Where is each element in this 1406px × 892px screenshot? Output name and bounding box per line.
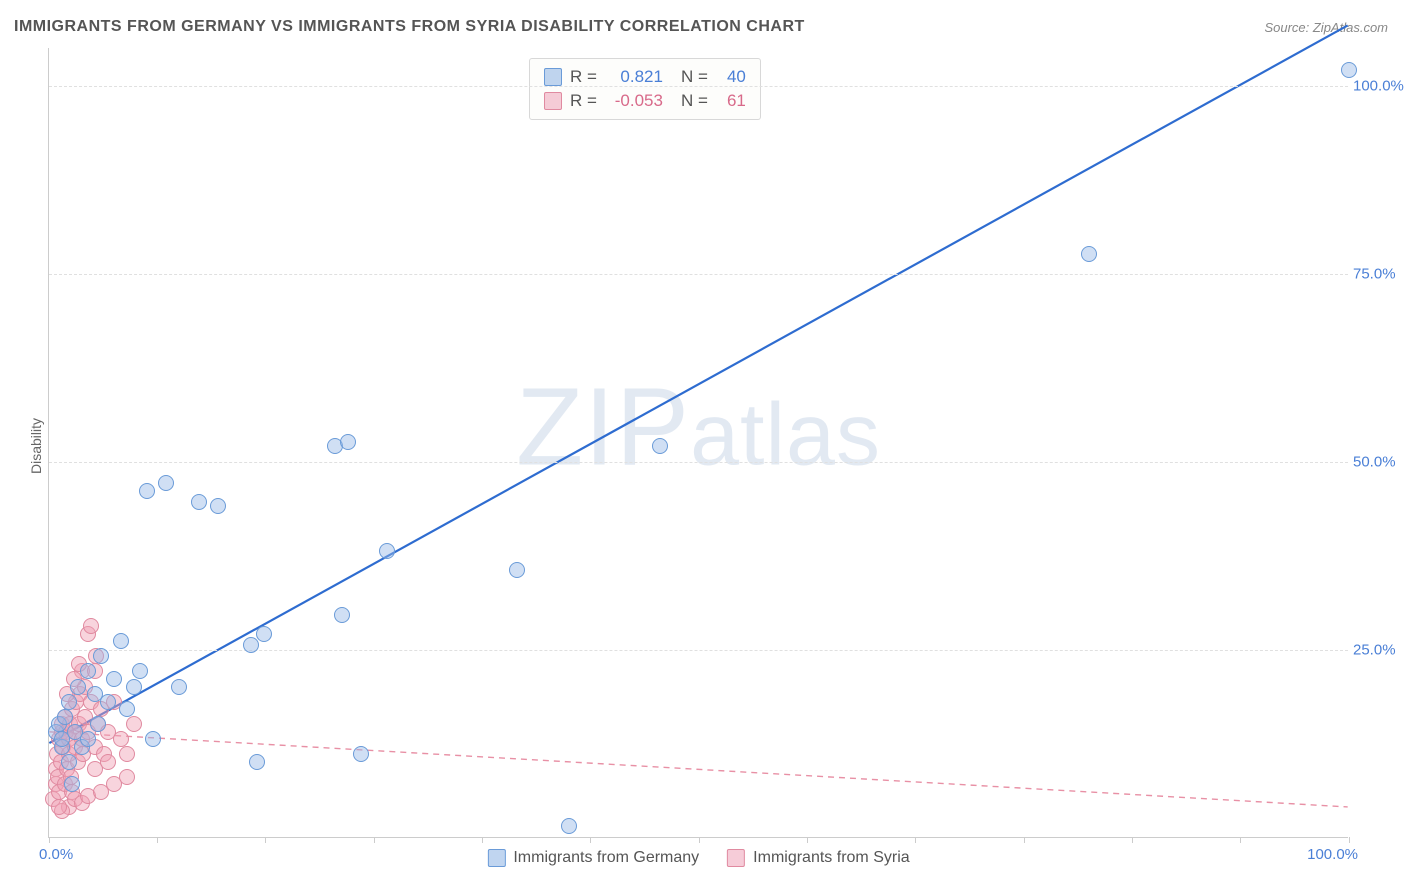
x-tick <box>915 837 916 843</box>
data-point <box>126 679 142 695</box>
data-point <box>379 543 395 559</box>
data-point <box>652 438 668 454</box>
x-tick <box>590 837 591 843</box>
data-point <box>210 498 226 514</box>
y-tick-label: 75.0% <box>1353 265 1406 282</box>
chart-title: IMMIGRANTS FROM GERMANY VS IMMIGRANTS FR… <box>14 18 805 36</box>
x-tick <box>807 837 808 843</box>
data-point <box>93 648 109 664</box>
data-point <box>113 633 129 649</box>
gridline <box>49 86 1348 87</box>
data-point <box>249 754 265 770</box>
gridline <box>49 462 1348 463</box>
stats-legend: R =0.821N =40R =-0.053N =61 <box>529 58 761 120</box>
data-point <box>64 776 80 792</box>
y-tick-label: 50.0% <box>1353 453 1406 470</box>
legend-n-value: 61 <box>716 89 746 113</box>
data-point <box>1081 246 1097 262</box>
legend-r-label: R = <box>570 89 597 113</box>
legend-swatch-icon <box>727 849 745 867</box>
legend-swatch-icon <box>544 68 562 86</box>
series-legend-label: Immigrants from Syria <box>753 849 909 867</box>
plot-area: ZIPatlas R =0.821N =40R =-0.053N =61 Imm… <box>48 48 1348 838</box>
x-tick <box>265 837 266 843</box>
data-point <box>158 475 174 491</box>
data-point <box>509 562 525 578</box>
x-tick <box>699 837 700 843</box>
data-point <box>256 626 272 642</box>
series-legend-label: Immigrants from Germany <box>513 849 699 867</box>
data-point <box>340 434 356 450</box>
data-point <box>80 731 96 747</box>
data-point <box>51 799 67 815</box>
series-legend: Immigrants from Germany Immigrants from S… <box>487 849 909 867</box>
data-point <box>70 679 86 695</box>
data-point <box>1341 62 1357 78</box>
data-point <box>139 483 155 499</box>
x-tick <box>1132 837 1133 843</box>
data-point <box>100 694 116 710</box>
x-tick <box>49 837 50 843</box>
data-point <box>83 618 99 634</box>
gridline <box>49 274 1348 275</box>
data-point <box>171 679 187 695</box>
x-tick <box>1240 837 1241 843</box>
data-point <box>334 607 350 623</box>
data-point <box>90 716 106 732</box>
data-point <box>353 746 369 762</box>
x-axis-min-label: 0.0% <box>39 846 73 863</box>
data-point <box>61 694 77 710</box>
legend-swatch-icon <box>487 849 505 867</box>
data-point <box>243 637 259 653</box>
trend-lines-layer <box>49 48 1348 837</box>
legend-n-label: N = <box>681 89 708 113</box>
legend-row: R = -0.053 N = 61 <box>544 89 746 113</box>
x-tick <box>1024 837 1025 843</box>
legend-r-value: -0.053 <box>605 89 663 113</box>
data-point <box>100 754 116 770</box>
x-tick <box>482 837 483 843</box>
x-tick <box>157 837 158 843</box>
x-tick <box>374 837 375 843</box>
data-point <box>561 818 577 834</box>
data-point <box>106 671 122 687</box>
data-point <box>113 731 129 747</box>
y-tick-label: 25.0% <box>1353 641 1406 658</box>
data-point <box>57 709 73 725</box>
data-point <box>145 731 161 747</box>
y-tick-label: 100.0% <box>1353 77 1406 94</box>
series-legend-item: Immigrants from Germany <box>487 849 699 867</box>
trend-line <box>49 25 1347 743</box>
x-tick <box>1349 837 1350 843</box>
data-point <box>80 663 96 679</box>
source-attribution: Source: ZipAtlas.com <box>1264 20 1388 35</box>
data-point <box>119 701 135 717</box>
data-point <box>61 754 77 770</box>
series-legend-item: Immigrants from Syria <box>727 849 909 867</box>
data-point <box>132 663 148 679</box>
data-point <box>126 716 142 732</box>
data-point <box>119 746 135 762</box>
data-point <box>191 494 207 510</box>
data-point <box>106 776 122 792</box>
trend-line <box>49 732 1347 807</box>
x-axis-max-label: 100.0% <box>1307 846 1358 863</box>
legend-swatch-icon <box>544 92 562 110</box>
y-axis-label: Disability <box>28 418 44 474</box>
